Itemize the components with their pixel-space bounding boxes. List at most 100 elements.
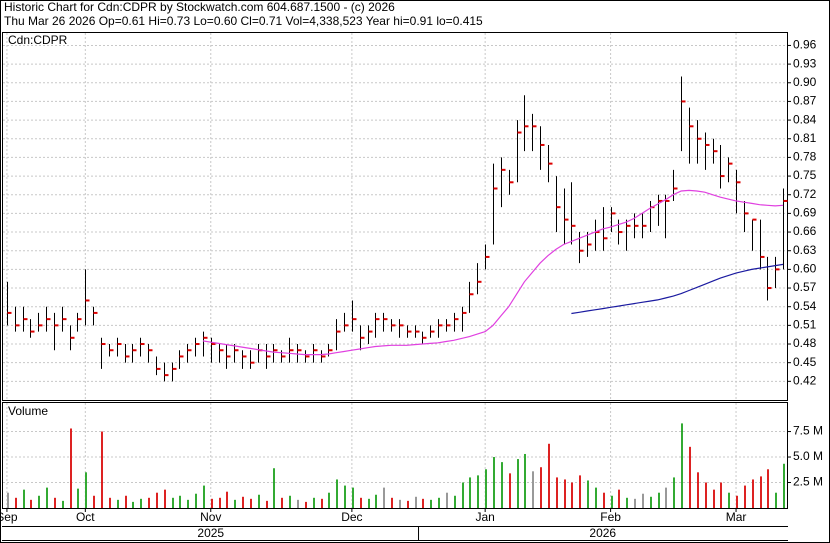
volume-bar <box>564 479 566 508</box>
y-tick-label: 5.0 M <box>793 449 823 463</box>
volume-bar <box>375 494 377 508</box>
volume-bar <box>23 489 25 508</box>
year-label: 2025 <box>197 526 224 540</box>
volume-bar <box>571 482 573 508</box>
x-tick-label: Sep <box>0 510 18 524</box>
y-tick-label: 0.81 <box>793 131 817 145</box>
y-tick-label: 0.54 <box>793 299 817 313</box>
volume-bar <box>556 477 558 508</box>
y-tick-label: 0.51 <box>793 318 817 332</box>
y-tick-label: 0.87 <box>793 94 817 108</box>
volume-bar <box>140 498 142 508</box>
volume-bar <box>454 495 456 508</box>
volume-bar <box>767 469 769 508</box>
y-tick-label: 0.84 <box>793 112 817 126</box>
y-tick-label: 0.69 <box>793 206 817 220</box>
volume-bar <box>109 497 111 508</box>
volume-bar <box>38 495 40 508</box>
volume-bar <box>305 501 307 508</box>
volume-bar <box>681 423 683 508</box>
volume-bar <box>54 497 56 508</box>
volume-bar <box>70 428 72 508</box>
volume-bar <box>187 499 189 508</box>
y-tick-label: 0.45 <box>793 355 817 369</box>
volume-bar <box>626 497 628 508</box>
volume-bar <box>7 492 9 508</box>
volume-bar <box>328 492 330 508</box>
x-tick-label: Feb <box>600 510 621 524</box>
volume-bar <box>618 489 620 508</box>
y-tick-label: 0.93 <box>793 56 817 70</box>
volume-bar <box>62 500 64 508</box>
volume-bar <box>234 499 236 508</box>
volume-bar <box>258 494 260 508</box>
volume-bar <box>462 482 464 508</box>
volume-bar <box>736 495 738 508</box>
volume-bar <box>775 492 777 508</box>
volume-bar <box>532 471 534 508</box>
volume-bar <box>77 488 79 508</box>
symbol-label: Cdn:CDPR <box>8 33 68 47</box>
volume-bar <box>595 487 597 508</box>
x-tick-label: Mar <box>726 510 747 524</box>
x-tick-label: Oct <box>76 510 95 524</box>
volume-bar <box>101 431 103 508</box>
volume-bar <box>477 475 479 508</box>
y-tick-label: 0.78 <box>793 150 817 164</box>
volume-bar <box>321 498 323 508</box>
volume-bar <box>195 493 197 508</box>
volume-bar <box>587 480 589 508</box>
volume-bar <box>642 493 644 508</box>
chart-title: Historic Chart for Cdn:CDPR by Stockwatc… <box>4 0 395 14</box>
volume-bar <box>273 468 275 508</box>
y-tick-label: 0.66 <box>793 224 817 238</box>
y-tick-label: 0.96 <box>793 38 817 52</box>
volume-bar <box>438 497 440 508</box>
volume-bar <box>46 487 48 508</box>
volume-bar <box>368 498 370 508</box>
volume-bar <box>524 453 526 508</box>
volume-bar <box>391 497 393 508</box>
volume-bar <box>297 499 299 508</box>
volume-bar <box>697 472 699 508</box>
moving-average <box>571 263 784 315</box>
volume-bar <box>117 499 119 508</box>
price-panel <box>2 32 788 401</box>
volume-bar <box>720 482 722 508</box>
volume-bar <box>93 495 95 508</box>
volume-bar <box>336 479 338 508</box>
volume-bar <box>752 479 754 508</box>
volume-panel <box>2 402 788 509</box>
y-tick-label: 0.63 <box>793 243 817 257</box>
volume-bar <box>760 476 762 508</box>
volume-bar <box>517 459 519 508</box>
volume-bar <box>289 495 291 508</box>
volume-bar <box>399 499 401 508</box>
y-tick-label: 0.90 <box>793 75 817 89</box>
volume-bar <box>156 492 158 508</box>
volume-bar <box>509 473 511 508</box>
volume-bar <box>469 477 471 508</box>
volume-bar <box>15 497 17 508</box>
volume-bar <box>203 485 205 508</box>
volume-bar <box>148 497 150 508</box>
volume-title: Volume <box>8 404 48 418</box>
volume-bar <box>164 489 166 508</box>
volume-bar <box>360 497 362 508</box>
volume-bar <box>579 475 581 508</box>
volume-bar <box>540 467 542 508</box>
volume-bar <box>281 497 283 508</box>
volume-bar <box>501 462 503 508</box>
volume-bar <box>658 492 660 508</box>
volume-bar <box>344 485 346 508</box>
volume-bar <box>415 496 417 508</box>
volume-bar <box>603 492 605 508</box>
volume-bar <box>611 495 613 508</box>
volume-bar <box>713 489 715 508</box>
volume-bar <box>728 492 730 508</box>
volume-bar <box>383 487 385 508</box>
volume-bar <box>548 443 550 508</box>
volume-bar <box>430 499 432 508</box>
